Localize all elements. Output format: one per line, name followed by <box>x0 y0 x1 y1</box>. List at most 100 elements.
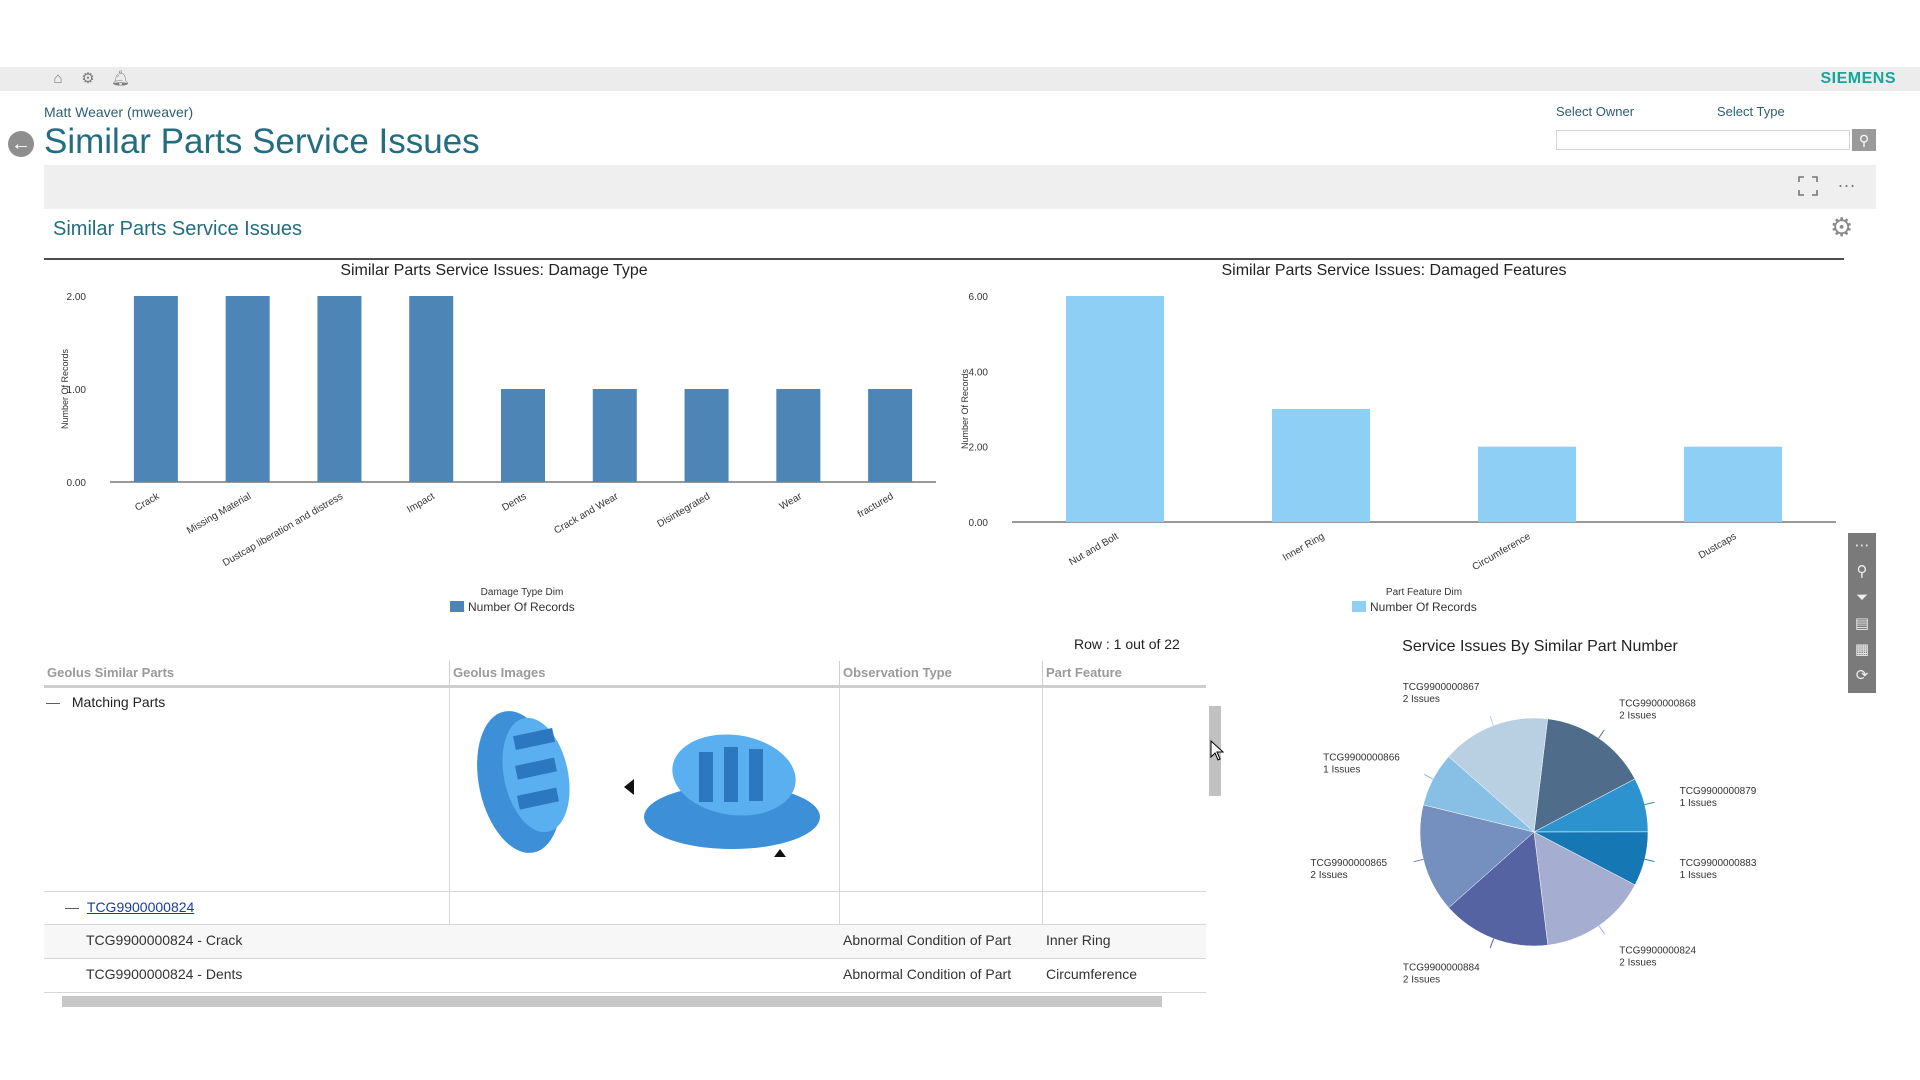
image-expand-arrow[interactable] <box>774 849 786 857</box>
gear-icon[interactable]: ⚙ <box>81 70 95 87</box>
select-owner-label[interactable]: Select Owner <box>1556 104 1635 119</box>
bar[interactable] <box>1684 446 1782 522</box>
bar[interactable] <box>684 389 729 482</box>
x-tick-label: fractured <box>856 491 896 520</box>
feature-cell: Inner Ring <box>1046 932 1111 948</box>
filter-icon[interactable]: ⏷ <box>1855 589 1868 606</box>
legend-swatch <box>1352 601 1366 612</box>
legend-label: Number Of Records <box>468 600 575 614</box>
part-cell: TCG9900000824 - Dents <box>86 966 243 982</box>
pie-slice[interactable] <box>1533 718 1636 833</box>
home-icon[interactable]: ⌂ <box>53 70 63 87</box>
damaged-features-bar-chart: 0.00 2.00 4.00 6.00 Number Of Records Nut and… <box>960 292 1836 614</box>
chart-title: Similar Parts Service Issues: Damage Typ… <box>340 262 648 279</box>
bar[interactable] <box>776 389 821 482</box>
bar[interactable] <box>868 389 913 482</box>
slice-value-label: 1 Issues <box>1680 798 1717 809</box>
y-tick-label: 2.00 <box>67 292 87 303</box>
chart-title: Service Issues By Similar Part Number <box>1402 638 1678 655</box>
user-name: Matt Weaver (mweaver) <box>44 104 194 120</box>
slice-value-label: 1 Issues <box>1680 870 1717 881</box>
top-bar: ⌂ ⚙ 🔔︎ SIEMENS <box>0 67 1920 91</box>
bar[interactable] <box>225 296 270 482</box>
column-header[interactable]: Observation Type <box>840 661 1043 685</box>
chart-type-icon[interactable]: ▦ <box>1854 641 1870 658</box>
column-header[interactable]: Part Feature <box>1046 665 1122 680</box>
bar[interactable] <box>501 389 545 482</box>
horizontal-scrollbar[interactable] <box>44 993 1206 1009</box>
x-tick-label: Crack <box>133 491 162 514</box>
export-icon[interactable]: ▤ <box>1854 615 1870 632</box>
y-axis-label: Number Of Records <box>60 348 70 429</box>
part-image-bearing-tilted[interactable] <box>644 727 820 849</box>
settings-gear-icon[interactable]: ⚙ <box>1830 212 1854 242</box>
leader-line <box>1644 858 1655 863</box>
slice-label: TCG9900000824 <box>1619 945 1696 956</box>
column-header[interactable]: Geolus Similar Parts <box>44 661 450 685</box>
refresh-icon[interactable]: ⟳ <box>1855 667 1869 684</box>
owner-search-input[interactable] <box>1556 130 1850 150</box>
pie-slice[interactable] <box>1419 804 1535 909</box>
select-type-label[interactable]: Select Type <box>1717 104 1785 119</box>
pie-slice[interactable] <box>1448 831 1549 947</box>
y-tick-label: 1.00 <box>67 385 87 396</box>
back-arrow-icon[interactable]: ← <box>8 131 34 157</box>
table-row[interactable]: TCG9900000824 - Dents Abnormal Condition… <box>44 959 1206 993</box>
x-tick-label: Circumference <box>1471 531 1533 573</box>
damage-type-bar-chart: 0.00 1.00 2.00 Number Of Records Crack Missin… <box>60 292 936 614</box>
bar[interactable] <box>1066 296 1164 522</box>
image-prev-arrow[interactable] <box>624 779 634 795</box>
search-icon: ⚲ <box>1858 132 1870 148</box>
observation-cell: Abnormal Condition of Part <box>843 966 1012 982</box>
y-tick-label: 0.00 <box>969 518 989 529</box>
scroll-thumb[interactable] <box>62 996 1162 1007</box>
x-tick-label: Wear <box>778 491 805 513</box>
slice-value-label: 2 Issues <box>1310 870 1347 881</box>
bell-icon[interactable]: 🔔︎ <box>111 70 131 87</box>
observation-cell: Abnormal Condition of Part <box>843 932 1012 948</box>
slice-label: TCG9900000867 <box>1403 682 1480 693</box>
dashboard-toolbar: ... <box>44 165 1876 209</box>
pie-slice[interactable] <box>1448 717 1548 833</box>
pie-slice[interactable] <box>1533 831 1636 946</box>
column-header[interactable]: Geolus Images <box>450 661 840 685</box>
siemens-logo: SIEMENS <box>1820 70 1896 87</box>
slice-value-label: 2 Issues <box>1619 710 1656 721</box>
search-button[interactable]: ⚲ <box>1852 129 1876 151</box>
chart-title: Similar Parts Service Issues: Damaged Fe… <box>1221 262 1567 279</box>
x-tick-label: Impact <box>405 491 437 516</box>
vertical-scrollbar[interactable] <box>1208 694 1222 994</box>
damage-type-chart: Similar Parts Service Issues: Damage Typ… <box>44 262 944 622</box>
slice-label: TCG9900000884 <box>1403 962 1480 973</box>
drag-handle-icon[interactable]: ⋯ <box>1854 537 1870 554</box>
bar[interactable] <box>409 296 454 482</box>
slice-label: TCG9900000879 <box>1680 786 1757 797</box>
part-cell: TCG9900000824 - Crack <box>86 932 243 948</box>
subgroup-row[interactable]: — TCG9900000824 <box>44 891 1206 925</box>
bar[interactable] <box>133 296 178 482</box>
y-axis-label: Number Of Records <box>960 368 970 449</box>
slice-label: TCG9900000868 <box>1619 698 1696 709</box>
collapse-toggle[interactable]: — <box>65 899 79 915</box>
table-row[interactable]: TCG9900000824 - Crack Abnormal Condition… <box>44 925 1206 959</box>
row-counter: Row : 1 out of 22 <box>1074 636 1180 652</box>
bar[interactable] <box>317 296 362 482</box>
damaged-features-chart: Similar Parts Service Issues: Damaged Fe… <box>944 262 1844 622</box>
x-axis-label: Part Feature Dim <box>1386 587 1462 598</box>
more-options-icon[interactable]: ... <box>1837 171 1856 191</box>
section-title: Similar Parts Service Issues <box>53 218 302 240</box>
collapse-toggle[interactable]: — <box>46 694 60 710</box>
slice-value-label: 2 Issues <box>1619 957 1656 968</box>
pin-icon[interactable]: ⚲ <box>1856 563 1868 580</box>
fullscreen-icon[interactable] <box>1798 176 1818 196</box>
part-link[interactable]: TCG9900000824 <box>86 899 195 915</box>
group-label: Matching Parts <box>71 694 166 710</box>
group-row-matching-parts[interactable]: — Matching Parts <box>46 694 165 710</box>
bar[interactable] <box>1272 409 1370 522</box>
bar[interactable] <box>1478 446 1576 522</box>
geolus-part-images[interactable] <box>474 707 834 867</box>
bar[interactable] <box>592 389 637 482</box>
part-image-bearing-side[interactable] <box>474 707 579 861</box>
x-tick-label: Disintegrated <box>656 491 713 530</box>
